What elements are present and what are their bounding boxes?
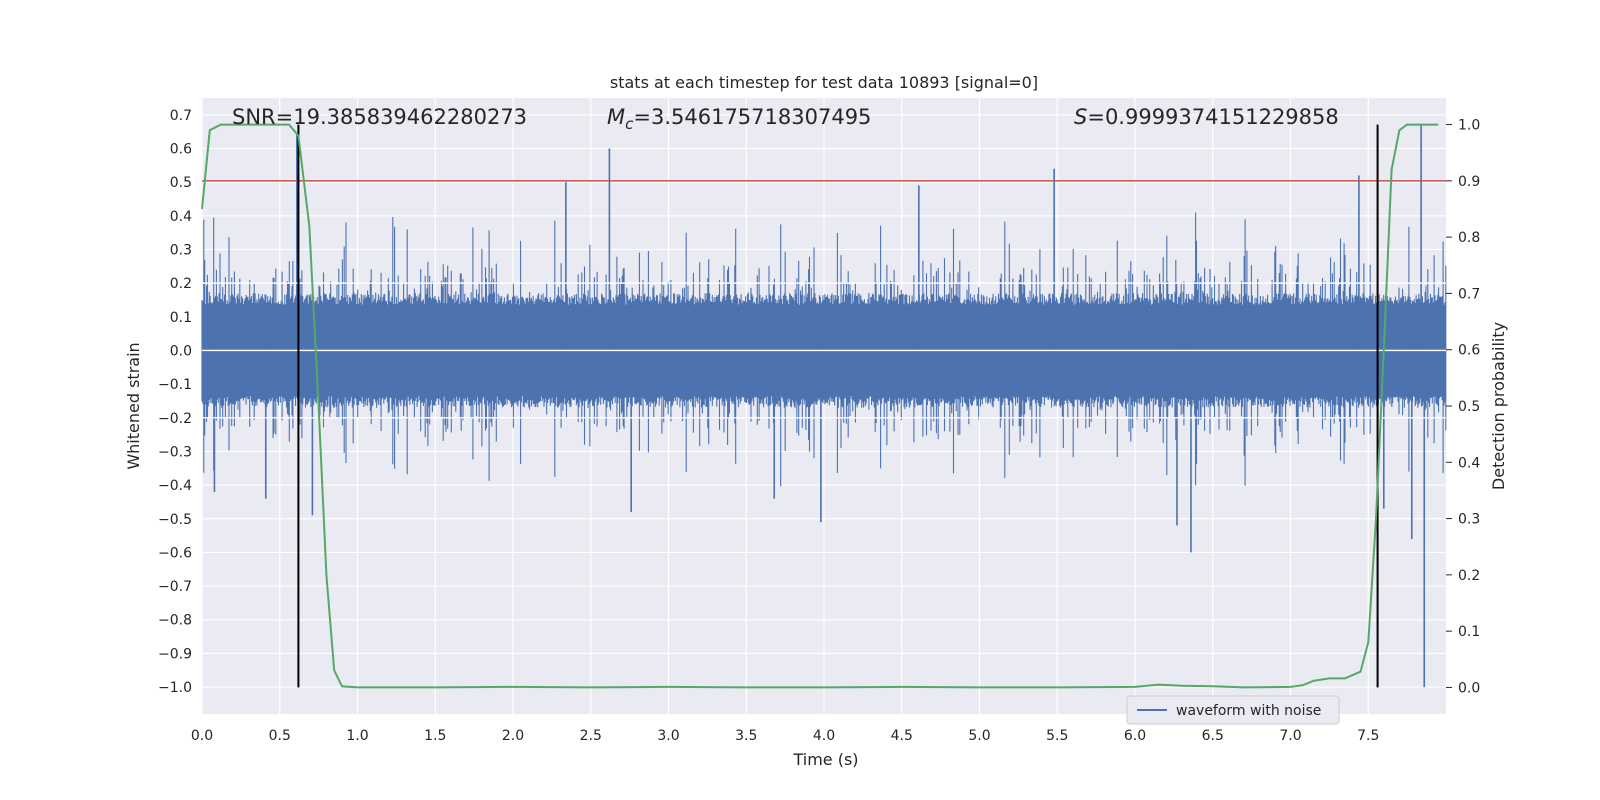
y2-tick-label: 0.4 [1458,455,1480,471]
y-tick-label: 0.7 [170,108,192,124]
y-axis-ticks: 0.7 0.6 0.5 0.4 0.3 0.2 0.1 0.0 −0.1 −0.2 −0.3 −0.4… [158,108,192,696]
x-tick-label: 7.0 [1279,728,1301,744]
x-tick-label: 1.0 [346,728,368,744]
waveform-series [201,124,1447,688]
x-tick-label: 4.0 [813,728,835,744]
overlay-lines [202,124,1446,688]
probability-series [201,123,1439,689]
y-tick-label: 0.4 [170,209,192,225]
x-tick-label: 5.0 [968,728,990,744]
y-tick-label: 0.3 [170,242,192,258]
y-tick-label: −0.5 [158,512,192,528]
chart-title: stats at each timestep for test data 108… [610,73,1038,92]
y2-tick-label: 0.8 [1458,230,1480,246]
mc-subscript: c [625,115,634,133]
y2-tick-label: 0.3 [1458,512,1480,528]
x-axis-label: Time (s) [792,750,858,769]
legend-label: waveform with noise [1176,703,1321,719]
x-tick-label: 3.0 [657,728,679,744]
y2-tick-label: 0.5 [1458,399,1480,415]
y-tick-label: −0.9 [158,646,192,662]
mc-value: =3.546175718307495 [633,105,871,129]
legend-box [1126,695,1340,725]
y-tick-label: 0.5 [170,175,192,191]
y-tick-label: −0.8 [158,613,192,629]
x-tick-label: 3.5 [735,728,757,744]
s-symbol: S [1074,105,1087,129]
s-value: =0.9999374151229858 [1087,105,1338,129]
chirp-mass-annotation: Mc=3.546175718307495 [607,105,871,133]
y-tick-label: −1.0 [158,680,192,696]
y-tick-label: −0.3 [158,444,192,460]
y-tick-label: 0.0 [170,343,192,359]
y2-tick-label: 0.0 [1458,680,1480,696]
y2-axis-label: Detection probability [1489,322,1508,490]
y-tick-label: −0.7 [158,579,192,595]
y-axis-label: Whitened strain [124,342,143,469]
y2-tick-label: 1.0 [1458,118,1480,134]
y-tick-label: 0.2 [170,276,192,292]
y2-tick-label: 0.2 [1458,568,1480,584]
x-tick-label: 6.5 [1202,728,1224,744]
y-tick-label: 0.6 [170,141,192,157]
x-tick-label: 0.5 [269,728,291,744]
x-tick-label: 2.5 [580,728,602,744]
y2-tick-label: 0.6 [1458,343,1480,359]
x-tick-label: 6.0 [1124,728,1146,744]
x-tick-label: 4.5 [891,728,913,744]
y-tick-label: 0.1 [170,310,192,326]
x-tick-label: 5.5 [1046,728,1068,744]
mc-symbol: M [607,105,625,129]
y-tick-label: −0.6 [158,545,192,561]
y2-axis-ticks: 1.0 0.9 0.8 0.7 0.6 0.5 0.4 0.3 0.2 0.1 0.0 [1446,118,1480,696]
x-tick-label: 1.5 [424,728,446,744]
legend: waveform with noise [1126,695,1340,725]
snr-annotation: SNR=19.385839462280273 [232,105,527,129]
y-tick-label: −0.1 [158,377,192,393]
score-annotation: S=0.9999374151229858 [1074,105,1339,129]
x-axis-ticks: 0.0 0.5 1.0 1.5 2.0 2.5 3.0 3.5 4.0 4.5 5.0 5.5 6.0 6… [191,728,1380,744]
y-tick-label: −0.4 [158,478,192,494]
x-tick-label: 2.0 [502,728,524,744]
x-tick-label: 7.5 [1357,728,1379,744]
y2-tick-label: 0.1 [1458,624,1480,640]
y2-tick-label: 0.7 [1458,286,1480,302]
y-tick-label: −0.2 [158,411,192,427]
x-tick-label: 0.0 [191,728,213,744]
y2-tick-label: 0.9 [1458,174,1480,190]
probability-line [201,123,1439,689]
